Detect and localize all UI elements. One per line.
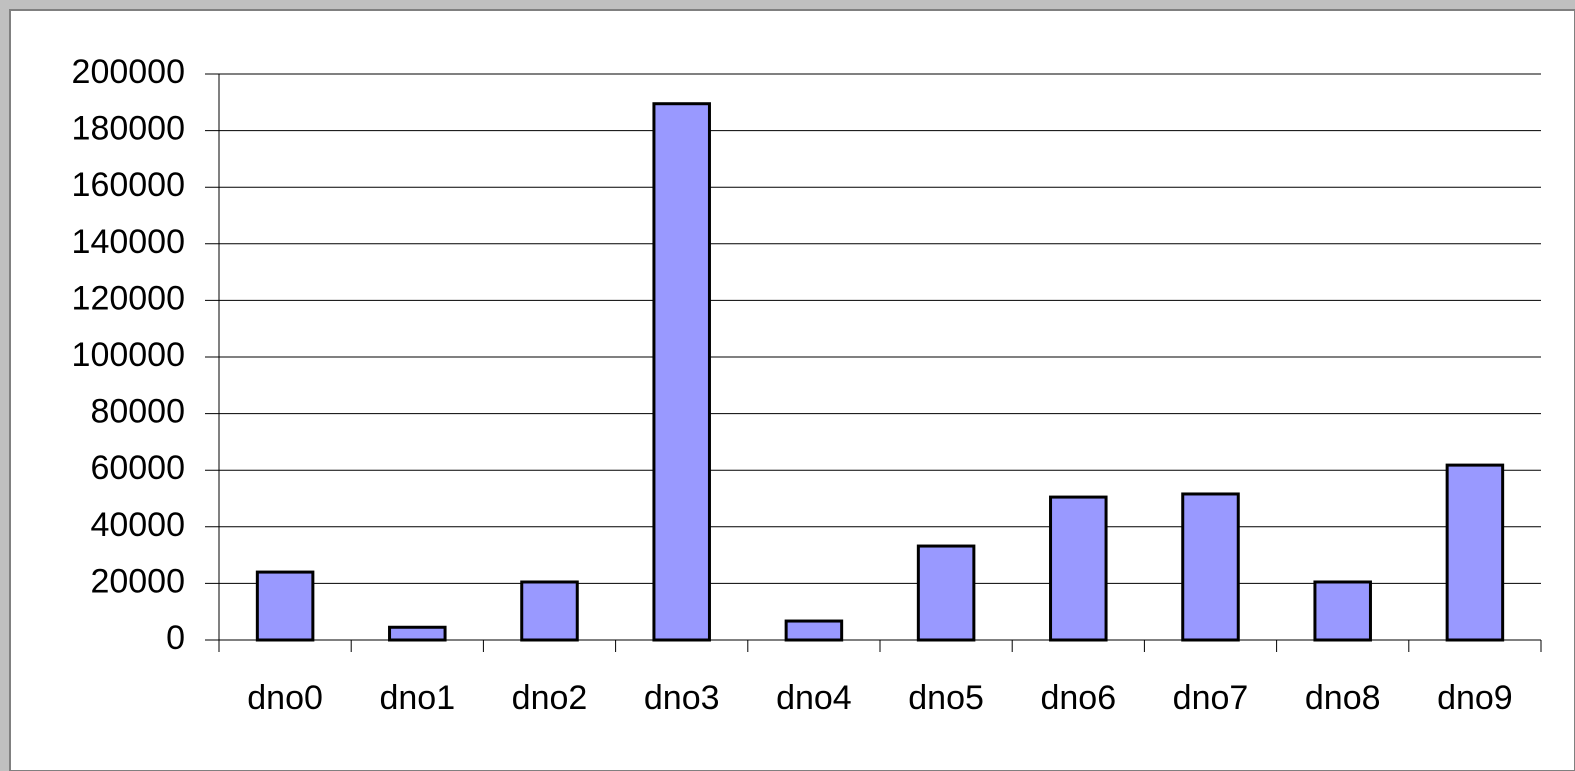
bar xyxy=(255,570,315,642)
y-tick-label: 140000 xyxy=(72,223,185,261)
bar xyxy=(1313,580,1372,642)
x-tick-label: dno1 xyxy=(379,679,455,717)
bar xyxy=(652,102,711,642)
y-tick-label: 40000 xyxy=(90,506,185,544)
y-tick-label: 0 xyxy=(166,619,185,657)
bar xyxy=(784,619,844,642)
x-tick-label: dno6 xyxy=(1040,679,1116,717)
x-tick-label: dno0 xyxy=(247,679,323,717)
bar xyxy=(1445,463,1505,642)
y-tick-label: 200000 xyxy=(72,53,185,91)
y-tick-label: 60000 xyxy=(90,449,185,487)
x-tick-label: dno2 xyxy=(512,679,588,717)
y-tick-label: 100000 xyxy=(72,336,185,374)
y-tick-label: 20000 xyxy=(90,562,185,600)
x-tick-label: dno4 xyxy=(776,679,852,717)
bar xyxy=(1181,492,1240,642)
x-tick-label: dno9 xyxy=(1437,679,1513,717)
x-tick-label: dno3 xyxy=(644,679,720,717)
bar xyxy=(1049,495,1108,642)
bar xyxy=(916,544,976,642)
chart-panel xyxy=(9,9,1575,771)
bar xyxy=(388,625,447,642)
x-tick-label: dno7 xyxy=(1173,679,1249,717)
x-tick-label: dno5 xyxy=(908,679,984,717)
x-tick-label: dno8 xyxy=(1305,679,1381,717)
y-tick-label: 120000 xyxy=(72,279,185,317)
y-tick-label: 160000 xyxy=(72,166,185,204)
y-tick-label: 80000 xyxy=(90,393,185,431)
bar xyxy=(520,580,579,642)
y-tick-label: 180000 xyxy=(72,110,185,148)
